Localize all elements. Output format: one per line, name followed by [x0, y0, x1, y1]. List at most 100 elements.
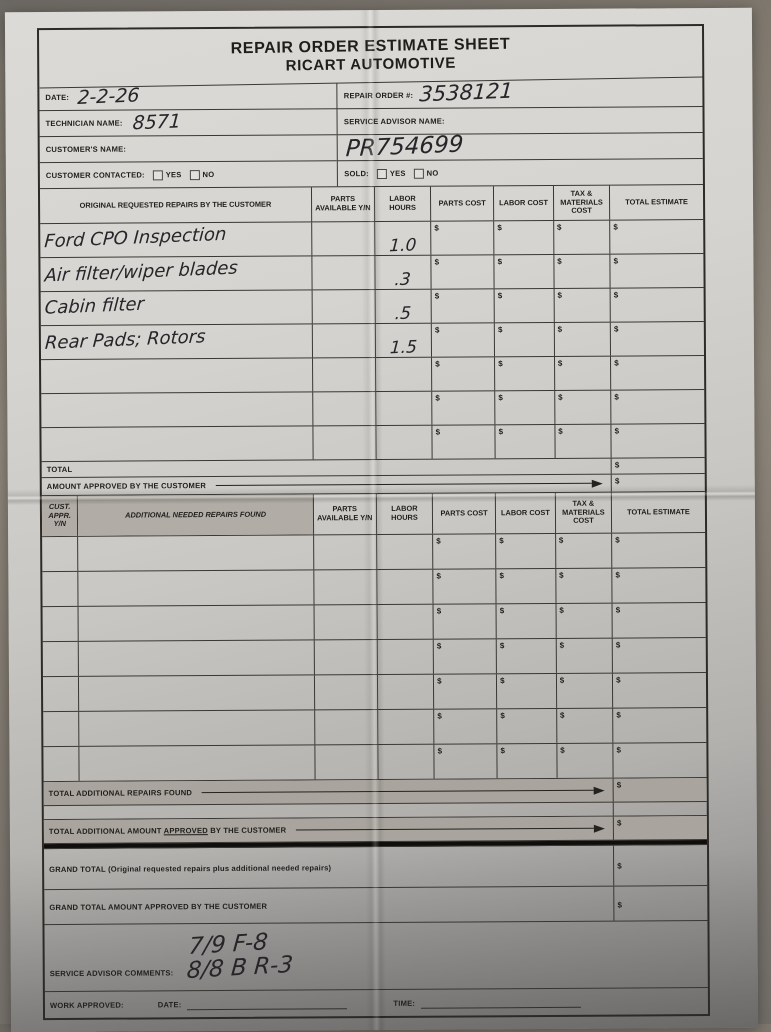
currency-sign: $ [497, 223, 502, 233]
currency-sign: $ [616, 675, 621, 685]
customer-name-row: CUSTOMER'S NAME: [39, 135, 338, 164]
currency-sign: $ [500, 711, 505, 721]
technician-label: TECHNICIAN NAME: [45, 118, 123, 129]
form-title: REPAIR ORDER ESTIMATE SHEET [230, 35, 511, 57]
currency-sign: $ [499, 641, 505, 651]
total-additional-repairs-label: TOTAL ADDITIONAL REPAIRS FOUND [48, 788, 193, 799]
table1-header-labor-hours: LABOR HOURS [374, 186, 432, 222]
currency-sign: $ [615, 570, 620, 580]
currency-sign: $ [499, 606, 505, 616]
handwritten-date: 2-2-26 [76, 84, 140, 109]
currency-sign: $ [559, 675, 565, 685]
time-signature-line [421, 996, 582, 1009]
grand-total-label: GRAND TOTAL (Original requested repairs … [49, 862, 332, 874]
date-row: DATE: 2-2-26 [39, 83, 337, 112]
table1-header-parts-cost: PARTS COST [431, 186, 495, 221]
footer-date-label: DATE: [157, 999, 182, 1009]
currency-sign: $ [613, 324, 619, 334]
currency-sign: $ [499, 571, 504, 581]
currency-sign: $ [616, 745, 622, 755]
sold-no-checkbox [413, 168, 424, 179]
currency-sign: $ [614, 392, 619, 402]
service-advisor-value-row: PR754699 [337, 131, 703, 163]
info-section: DATE: 2-2-26 TECHNICIAN NAME: 8571 CUSTO… [39, 78, 703, 190]
handwritten-labor-hours: 1.5 [389, 337, 418, 358]
date-label: DATE: [45, 92, 70, 103]
currency-sign: $ [617, 818, 622, 828]
sold-row: SOLD: YES NO [338, 159, 703, 186]
currency-sign: $ [499, 536, 504, 546]
handwritten-repair-description: Ford CPO Inspection [43, 223, 228, 253]
currency-sign: $ [498, 393, 503, 403]
table1-row: $ $ $ $ [41, 424, 705, 463]
currency-sign: $ [614, 476, 620, 486]
arrow-right [296, 824, 606, 834]
handwritten-repair-description: Cabin filter [44, 293, 145, 319]
arrow-right [202, 786, 605, 796]
table2-row: $ $ $ $ [43, 743, 707, 783]
currency-sign: $ [558, 426, 563, 436]
handwritten-labor-hours: .3 [394, 269, 412, 290]
currency-sign: $ [613, 290, 619, 300]
currency-sign: $ [435, 427, 441, 437]
info-column-left: DATE: 2-2-26 TECHNICIAN NAME: 8571 CUSTO… [39, 83, 339, 189]
info-column-right: REPAIR ORDER #: 3538121 SERVICE ADVISOR … [337, 78, 703, 186]
handwritten-repair-description: Rear Pads; Rotors [44, 326, 207, 354]
currency-sign: $ [435, 393, 440, 403]
total-additional-approved-label: TOTAL ADDITIONAL AMOUNT APPROVED BY THE … [48, 825, 287, 837]
grand-total-row: GRAND TOTAL (Original requested repairs … [44, 845, 708, 891]
currency-sign: $ [435, 359, 440, 369]
currency-sign: $ [559, 605, 564, 615]
table2-row: $ $ $ $ [42, 673, 707, 713]
table2-row: $ $ $ $ [43, 708, 707, 748]
customer-contacted-row: CUSTOMER CONTACTED: YES NO [40, 161, 337, 188]
currency-sign: $ [436, 536, 441, 546]
service-advisor-row: SERVICE ADVISOR NAME: [337, 107, 703, 136]
table2-row: $ $ $ $ [42, 568, 706, 608]
currency-sign: $ [613, 256, 619, 266]
currency-sign: $ [558, 535, 564, 545]
currency-sign: $ [617, 861, 622, 871]
repair-order-row: REPAIR ORDER #: 3538121 [337, 78, 703, 110]
customer-contacted-yes-checkbox [152, 169, 163, 180]
handwritten-service-advisor: PR754699 [345, 131, 465, 163]
currency-sign: $ [559, 710, 565, 720]
repair-order-label: REPAIR ORDER #: [343, 90, 414, 101]
currency-sign: $ [616, 710, 621, 720]
service-advisor-label: SERVICE ADVISOR NAME: [343, 116, 445, 127]
handwritten-comments: 7/9 F-8 8/8 B R-3 [185, 929, 295, 985]
currency-sign: $ [615, 535, 620, 545]
table1-header-parts-available: PARTS AVAILABLE Y/N [311, 187, 375, 222]
table1-row: Cabin filter .5 $ $ $ $ [40, 288, 704, 327]
sold-no-label: NO [426, 168, 439, 178]
handwritten-repair-description: Air filter/wiper blades [43, 257, 239, 287]
currency-sign: $ [616, 780, 622, 790]
currency-sign: $ [436, 606, 442, 616]
currency-sign: $ [498, 427, 504, 437]
sold-yes-label: YES [389, 168, 406, 178]
currency-sign: $ [437, 746, 443, 756]
table2-header-row: CUST. APPR. Y/N ADDITIONAL NEEDED REPAIR… [41, 492, 706, 538]
service-advisor-comments-section: SERVICE ADVISOR COMMENTS: 7/9 F-8 8/8 B … [44, 921, 708, 993]
currency-sign: $ [434, 257, 440, 267]
currency-sign: $ [557, 324, 563, 334]
currency-sign: $ [614, 358, 619, 368]
table2-row: $ $ $ $ [42, 638, 706, 678]
currency-sign: $ [434, 223, 439, 233]
currency-sign: $ [497, 257, 503, 267]
currency-sign: $ [559, 570, 564, 580]
currency-sign: $ [614, 426, 620, 436]
form-subtitle: RICART AUTOMOTIVE [285, 54, 457, 74]
handwritten-repair-order-number: 3538121 [418, 78, 514, 107]
currency-sign: $ [497, 291, 503, 301]
table1-header-tax-materials: TAX & MATERIALS COST [553, 185, 611, 220]
table2-header-labor-hours: LABOR HOURS [376, 493, 434, 535]
currency-sign: $ [437, 711, 442, 721]
grand-total-approved-label: GRAND TOTAL AMOUNT APPROVED BY THE CUSTO… [49, 901, 268, 912]
table1-header-total-estimate: TOTAL ESTIMATE [625, 196, 688, 207]
table2-row: $ $ $ $ [42, 533, 706, 573]
table2-header-cust-appr: CUST. APPR. Y/N [41, 495, 79, 537]
customer-contacted-yes-label: YES [165, 170, 182, 180]
table2-header-additional-repairs: ADDITIONAL NEEDED REPAIRS FOUND [78, 494, 314, 536]
